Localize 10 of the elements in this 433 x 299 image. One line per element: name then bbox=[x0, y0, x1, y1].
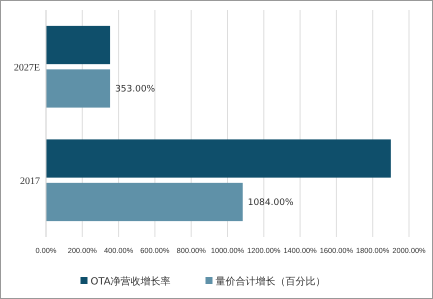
y-tick-label: 2017 bbox=[20, 176, 40, 187]
bar bbox=[46, 26, 110, 64]
legend-label: 量价合计增长（百分比） bbox=[216, 276, 326, 288]
bar bbox=[46, 69, 110, 108]
data-label: 353.00% bbox=[115, 84, 156, 95]
y-tick-label: 2027E bbox=[14, 62, 40, 74]
bar bbox=[46, 139, 391, 178]
legend-label: OTA净营收增长率 bbox=[90, 276, 171, 288]
data-label: 1084.00% bbox=[248, 198, 294, 208]
bar bbox=[46, 182, 243, 222]
